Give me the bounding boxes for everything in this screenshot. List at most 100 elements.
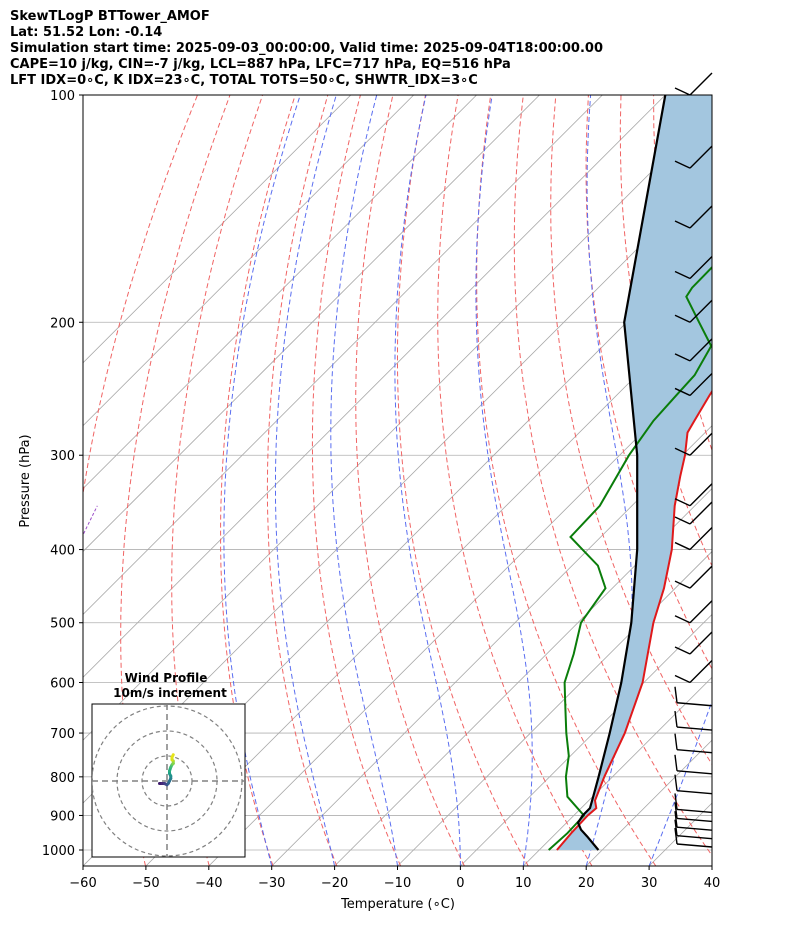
- x-tick-label: −10: [384, 876, 411, 891]
- convective-params-label: CAPE=10 j/kg, CIN=-7 j/kg, LCL=887 hPa, …: [10, 57, 511, 72]
- wind-barb: [674, 774, 713, 795]
- hodograph-segment: [170, 753, 175, 759]
- isotherm-line: [83, 95, 603, 615]
- y-tick-label: 400: [50, 544, 75, 559]
- wind-barb: [674, 527, 713, 551]
- wind-barb: [674, 565, 713, 589]
- x-tick-label: 10: [515, 876, 532, 891]
- dry-adiabat: [266, 95, 338, 866]
- wind-barb: [674, 432, 713, 456]
- wind-barb: [674, 255, 713, 280]
- dry-adiabat: [397, 95, 529, 866]
- dewpoint-line: [548, 265, 712, 851]
- dry-adiabat: [476, 95, 657, 866]
- wind-barb: [674, 631, 713, 655]
- x-tick-label: 20: [578, 876, 595, 891]
- x-tick-label: 0: [456, 876, 464, 891]
- wind-barb: [674, 754, 713, 775]
- isotherm-line: [397, 550, 712, 866]
- wind-barb: [674, 793, 713, 814]
- wind-barb: [674, 710, 713, 731]
- y-tick-label: 500: [50, 617, 75, 632]
- isotherm-line: [83, 95, 414, 427]
- dry-adiabat: [171, 95, 264, 866]
- moist-adiabat: [475, 95, 533, 866]
- wind-barb: [674, 299, 713, 323]
- wind-barb: [674, 686, 713, 707]
- wind-barb: [674, 819, 713, 840]
- moist-adiabat: [274, 95, 337, 866]
- wind-barb: [674, 205, 713, 229]
- dry-adiabat: [220, 95, 296, 866]
- wind-barb: [674, 338, 713, 362]
- isotherm-line: [523, 676, 712, 866]
- isotherm-line: [334, 488, 712, 866]
- dry-adiabat: [311, 95, 402, 866]
- temperature-line: [556, 389, 712, 851]
- isotherm-line: [83, 110, 712, 741]
- profile-lines: [548, 95, 712, 851]
- wind-barb: [674, 372, 713, 397]
- dry-adiabat: [784, 95, 794, 866]
- isotherm-line: [83, 95, 352, 364]
- moist-adiabat: [223, 95, 301, 866]
- x-axis-label: Temperature (∘C): [340, 897, 455, 912]
- wind-barb: [674, 600, 713, 624]
- isotherm-line: [145, 299, 712, 866]
- dry-adiabat: [585, 95, 712, 670]
- y-tick-label: 800: [50, 771, 75, 786]
- wind-barb: [674, 483, 713, 507]
- y-tick-label: 900: [50, 809, 75, 824]
- hodograph-inset: Wind Profile 10m/s increment: [91, 671, 246, 858]
- x-tick-label: −50: [132, 876, 159, 891]
- y-axis-label: Pressure (hPa): [18, 434, 33, 527]
- location-label: Lat: 51.52 Lon: -0.14: [10, 25, 163, 40]
- isotherm-line: [208, 362, 712, 866]
- wind-barb: [674, 733, 713, 754]
- wind-barb: [674, 827, 713, 848]
- wind-barb: [674, 501, 713, 525]
- x-tick-label: 30: [641, 876, 658, 891]
- isotherm-line: [83, 95, 540, 553]
- axes: −60 −50 −40 −30 −20 −10 0 10 20 30 40 100 200 300 400 5…: [42, 89, 720, 891]
- moist-adiabat: [330, 95, 398, 866]
- y-tick-label: 100: [50, 89, 75, 104]
- parcel-line: [576, 95, 667, 851]
- x-tick-label: −20: [321, 876, 348, 891]
- dry-adiabat: [355, 95, 465, 866]
- simulation-time-label: Simulation start time: 2025-09-03_00:00:…: [10, 41, 603, 56]
- dry-adiabat: [437, 95, 593, 866]
- dry-adiabat: [513, 95, 712, 857]
- isotherm-line: [711, 865, 712, 866]
- y-tick-label: 200: [50, 316, 75, 331]
- chart-title: SkewTLogP BTTower_AMOF: [10, 9, 210, 24]
- wind-barb: [674, 802, 713, 823]
- wind-barb: [674, 811, 713, 831]
- isotherm-line: [271, 425, 712, 866]
- y-tick-label: 300: [50, 449, 75, 464]
- y-tick-label: 700: [50, 727, 75, 742]
- wind-barbs: [674, 72, 713, 848]
- wind-barb: [674, 660, 713, 684]
- x-tick-label: −30: [258, 876, 285, 891]
- cape-shading: [556, 95, 712, 850]
- moist-adiabat: [648, 699, 712, 866]
- isotherm-line: [460, 613, 712, 866]
- dry-adiabat: [751, 95, 794, 866]
- isotherm-line: [83, 95, 666, 678]
- dry-adiabat: [719, 95, 794, 866]
- moist-adiabat: [394, 95, 461, 866]
- x-tick-label: −60: [69, 876, 96, 891]
- y-tick-label: 600: [50, 677, 75, 692]
- dry-adiabat: [550, 95, 712, 766]
- wind-barb: [674, 145, 713, 169]
- y-tick-label: 1000: [42, 844, 75, 859]
- hodograph-subtitle: 10m/s increment: [113, 686, 227, 700]
- x-tick-label: −40: [195, 876, 222, 891]
- hodograph-title: Wind Profile: [125, 671, 208, 685]
- wind-barb: [674, 72, 713, 96]
- stability-indices-label: LFT IDX=0∘C, K IDX=23∘C, TOTAL TOTS=50∘C…: [10, 73, 478, 88]
- x-tick-label: 40: [704, 876, 721, 891]
- moist-adiabat: [711, 864, 712, 866]
